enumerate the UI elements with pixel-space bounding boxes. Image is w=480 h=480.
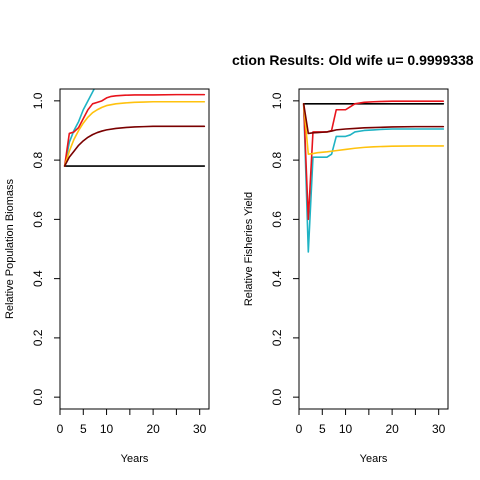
series-line-teal [302, 103, 445, 253]
series-group [302, 100, 445, 253]
y-tick-label: 0.2 [31, 329, 45, 346]
y-tick-label: 1.0 [270, 92, 284, 109]
series-line-gold [63, 100, 206, 167]
x-tick-label: 10 [339, 422, 353, 436]
x-tick-label: 0 [296, 422, 303, 436]
y-tick-label: 0.0 [31, 388, 45, 405]
series-line-darkred [63, 125, 206, 167]
y-tick-label: 0.6 [270, 211, 284, 228]
y-tick-label: 0.8 [31, 151, 45, 168]
x-tick-label: 10 [100, 422, 114, 436]
x-tick-label: 0 [57, 422, 64, 436]
y-tick-label: 0.0 [270, 388, 284, 405]
biomass-panel: 0 5 10 20 30 0.0 0.2 0.4 0.6 0.8 1.0 Years Relative … [4, 88, 210, 465]
x-tick-label: 20 [385, 422, 399, 436]
y-tick-label: 0.4 [31, 270, 45, 287]
series-line-red [302, 100, 445, 221]
series-group [63, 89, 206, 167]
x-tick-label: 30 [193, 422, 207, 436]
series-line-gold [302, 103, 445, 155]
series-line-red [63, 93, 206, 167]
y-tick-label: 0.4 [270, 270, 284, 287]
x-axis-label: Years [121, 453, 149, 465]
x-tick-label: 20 [146, 422, 160, 436]
plot-frame [59, 88, 210, 410]
y-axis-label: Relative Population Biomass [4, 178, 16, 319]
y-tick-label: 0.2 [270, 329, 284, 346]
plot-frame [298, 88, 449, 410]
y-tick-label: 0.6 [31, 211, 45, 228]
x-tick-label: 30 [432, 422, 446, 436]
series-line-teal [63, 89, 96, 167]
x-tick-label: 5 [80, 422, 87, 436]
y-axis-label: Relative Fisheries Yield [243, 192, 255, 306]
chart-title: ction Results: Old wife u= 0.9999338 [232, 52, 474, 68]
x-axis-label: Years [360, 453, 388, 465]
series-line-darkred [302, 103, 445, 135]
yield-panel: 0 5 10 20 30 0.0 0.2 0.4 0.6 0.8 1.0 Years Relative … [243, 88, 449, 465]
x-tick-label: 5 [319, 422, 326, 436]
y-tick-label: 1.0 [31, 92, 45, 109]
y-tick-label: 0.8 [270, 151, 284, 168]
